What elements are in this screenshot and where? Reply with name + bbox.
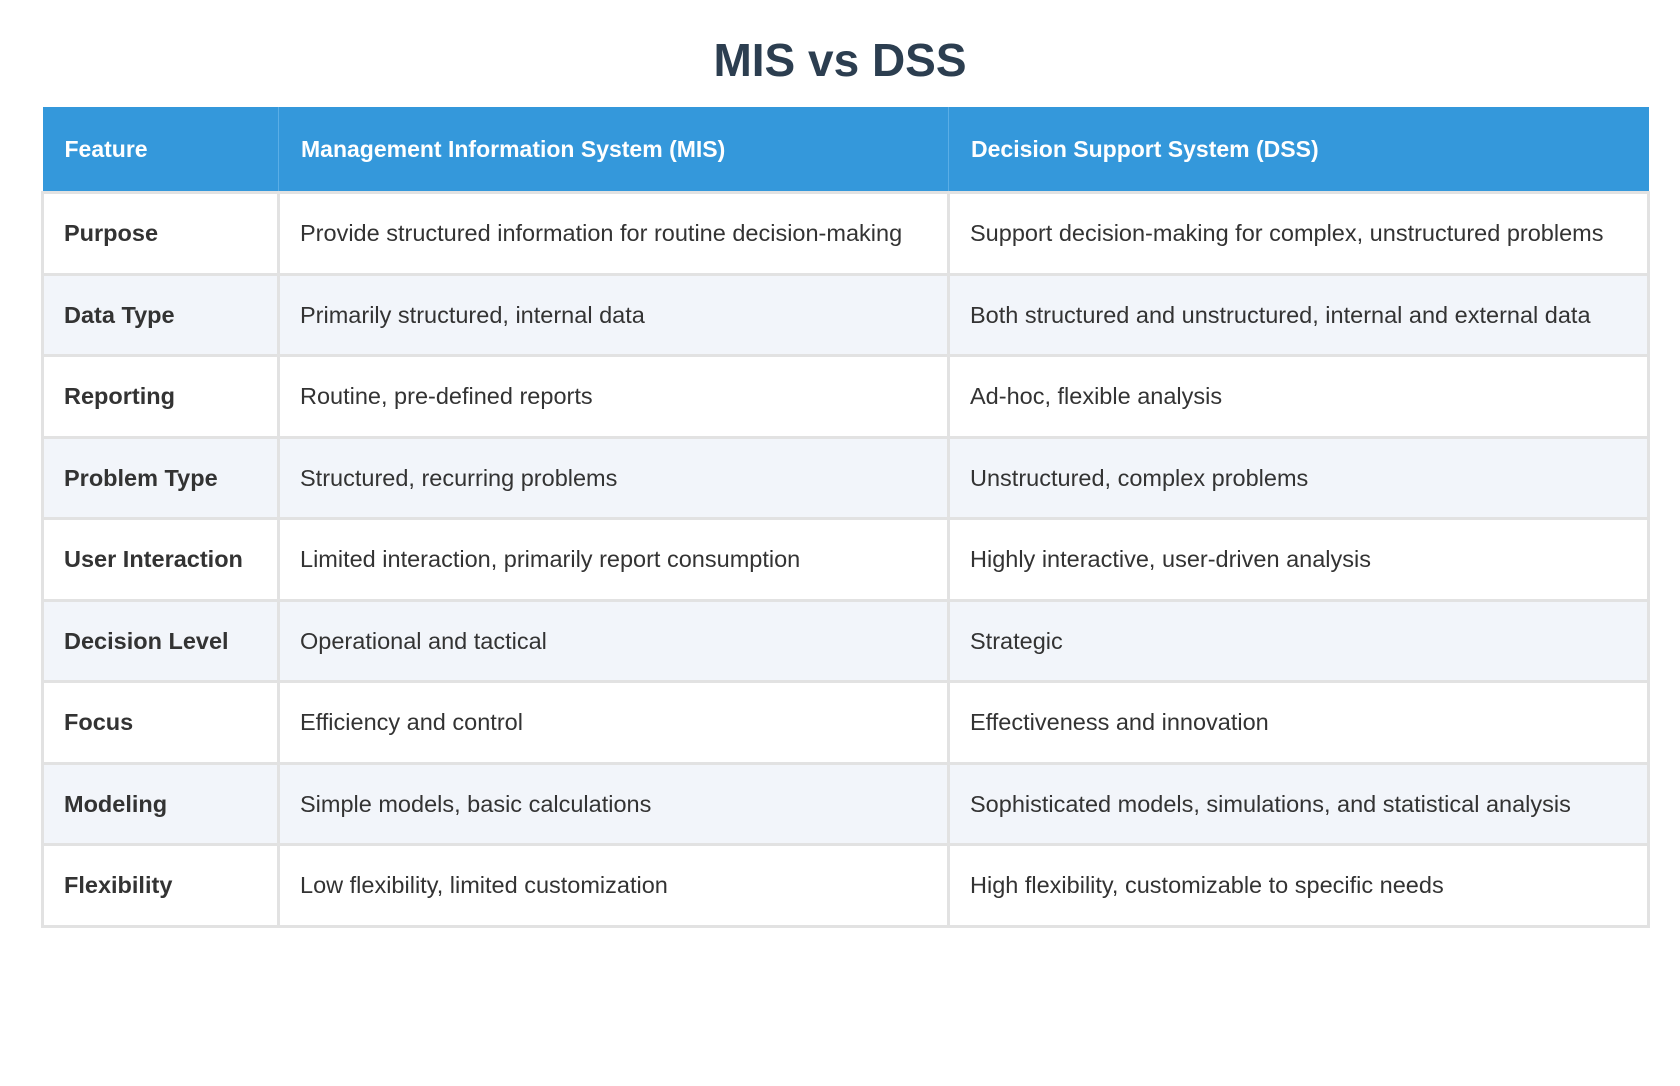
dss-cell: High flexibility, customizable to specif… bbox=[947, 843, 1650, 928]
feature-cell: Decision Level bbox=[41, 598, 280, 683]
table-row: Decision Level Operational and tactical St… bbox=[41, 598, 1650, 683]
table-row: Reporting Routine, pre-defined reports Ad-… bbox=[41, 354, 1650, 439]
mis-cell: Operational and tactical bbox=[277, 598, 950, 683]
feature-cell: Flexibility bbox=[41, 843, 280, 928]
mis-cell: Low flexibility, limited customization bbox=[277, 843, 950, 928]
mis-cell: Efficiency and control bbox=[277, 680, 950, 765]
header-dss: Decision Support System (DSS) bbox=[948, 107, 1649, 193]
feature-cell: User Interaction bbox=[41, 517, 280, 602]
table-row: User Interaction Limited interaction, pri… bbox=[41, 517, 1650, 602]
table-row: Focus Efficiency and control Effectiveness… bbox=[41, 680, 1650, 765]
table-row: Modeling Simple models, basic calculation… bbox=[41, 761, 1650, 846]
feature-cell: Modeling bbox=[41, 761, 280, 846]
table-row: Flexibility Low flexibility, limited cust… bbox=[41, 843, 1650, 928]
page-title: MIS vs DSS bbox=[713, 34, 967, 86]
dss-cell: Highly interactive, user-driven analysis bbox=[947, 517, 1650, 602]
dss-cell: Sophisticated models, simulations, and s… bbox=[947, 761, 1650, 846]
mis-cell: Simple models, basic calculations bbox=[277, 761, 950, 846]
dss-cell: Effectiveness and innovation bbox=[947, 680, 1650, 765]
table-row: Data Type Primarily structured, internal … bbox=[41, 272, 1650, 357]
dss-cell: Ad-hoc, flexible analysis bbox=[947, 354, 1650, 439]
dss-cell: Both structured and unstructured, intern… bbox=[947, 272, 1650, 357]
dss-cell: Strategic bbox=[947, 598, 1650, 683]
feature-cell: Problem Type bbox=[41, 435, 280, 520]
comparison-table: Feature Management Information System (M… bbox=[41, 107, 1650, 928]
feature-cell: Purpose bbox=[41, 191, 280, 276]
table-row: Problem Type Structured, recurring proble… bbox=[41, 435, 1650, 520]
feature-cell: Data Type bbox=[41, 272, 280, 357]
mis-cell: Provide structured information for routi… bbox=[277, 191, 950, 276]
feature-cell: Reporting bbox=[41, 354, 280, 439]
header-mis: Management Information System (MIS) bbox=[278, 107, 949, 193]
header-feature: Feature bbox=[42, 107, 279, 193]
dss-cell: Unstructured, complex problems bbox=[947, 435, 1650, 520]
feature-cell: Focus bbox=[41, 680, 280, 765]
mis-cell: Routine, pre-defined reports bbox=[277, 354, 950, 439]
mis-cell: Structured, recurring problems bbox=[277, 435, 950, 520]
header-row: Feature Management Information System (M… bbox=[42, 107, 1649, 193]
mis-cell: Limited interaction, primarily report co… bbox=[277, 517, 950, 602]
table-row: Purpose Provide structured information fo… bbox=[41, 191, 1650, 276]
dss-cell: Support decision-making for complex, uns… bbox=[947, 191, 1650, 276]
mis-cell: Primarily structured, internal data bbox=[277, 272, 950, 357]
